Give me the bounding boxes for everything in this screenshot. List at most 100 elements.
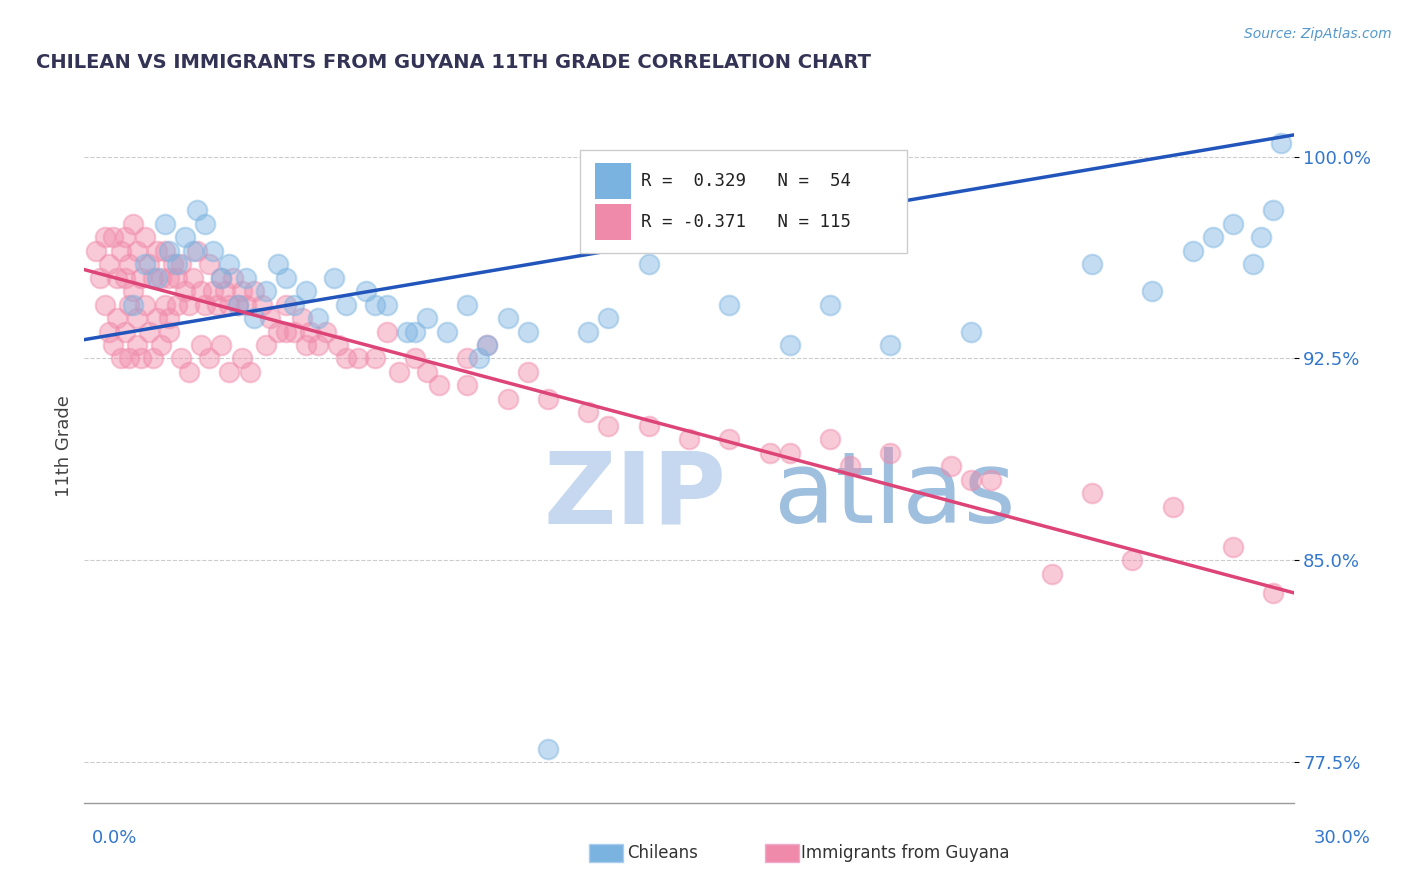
Point	[356, 284, 378, 298]
Point	[456, 351, 478, 366]
Point	[274, 270, 297, 285]
Point	[283, 298, 305, 312]
Point	[239, 365, 262, 379]
Point	[404, 325, 426, 339]
Point	[186, 203, 208, 218]
Point	[162, 257, 184, 271]
Point	[718, 432, 741, 446]
FancyBboxPatch shape	[581, 150, 907, 253]
Point	[274, 298, 297, 312]
Point	[179, 365, 201, 379]
Point	[598, 311, 620, 326]
Point	[153, 298, 176, 312]
Point	[121, 284, 143, 298]
Point	[198, 351, 221, 366]
Point	[335, 298, 357, 312]
Point	[146, 311, 169, 326]
Text: CHILEAN VS IMMIGRANTS FROM GUYANA 11TH GRADE CORRELATION CHART: CHILEAN VS IMMIGRANTS FROM GUYANA 11TH G…	[37, 54, 870, 72]
Point	[97, 257, 120, 271]
Point	[166, 270, 188, 285]
Point	[1202, 230, 1225, 244]
Point	[307, 311, 329, 326]
Point	[254, 338, 277, 352]
Point	[207, 298, 229, 312]
Point	[347, 351, 370, 366]
Point	[576, 325, 599, 339]
Point	[939, 459, 962, 474]
Point	[235, 270, 257, 285]
Point	[516, 365, 538, 379]
Point	[295, 284, 318, 298]
Point	[121, 298, 143, 312]
Point	[118, 298, 141, 312]
Point	[1222, 540, 1244, 554]
Point	[388, 365, 411, 379]
Point	[299, 325, 322, 339]
Point	[468, 351, 491, 366]
Point	[218, 365, 240, 379]
Point	[427, 378, 450, 392]
Point	[259, 311, 281, 326]
Point	[254, 284, 277, 298]
Point	[202, 284, 225, 298]
Point	[105, 270, 128, 285]
Point	[146, 244, 169, 258]
Point	[477, 338, 499, 352]
Point	[146, 270, 169, 285]
Point	[283, 325, 305, 339]
Point	[149, 338, 172, 352]
Point	[125, 338, 148, 352]
FancyBboxPatch shape	[595, 204, 631, 240]
Point	[101, 230, 124, 244]
Point	[153, 244, 176, 258]
Point	[250, 298, 273, 312]
Point	[335, 351, 357, 366]
Point	[477, 338, 499, 352]
Point	[105, 311, 128, 326]
Point	[114, 230, 136, 244]
Point	[1222, 217, 1244, 231]
Text: Chileans: Chileans	[627, 844, 697, 862]
Point	[93, 230, 115, 244]
Point	[218, 298, 240, 312]
Point	[879, 338, 901, 352]
Point	[516, 325, 538, 339]
Point	[114, 270, 136, 285]
Point	[125, 244, 148, 258]
Text: Source: ZipAtlas.com: Source: ZipAtlas.com	[1244, 27, 1392, 41]
Point	[779, 446, 801, 460]
Text: R =  0.329   N =  54: R = 0.329 N = 54	[641, 172, 851, 190]
Point	[496, 311, 519, 326]
Text: 0.0%: 0.0%	[91, 829, 136, 847]
FancyBboxPatch shape	[595, 163, 631, 199]
Point	[157, 325, 180, 339]
Point	[1250, 230, 1272, 244]
Point	[779, 338, 801, 352]
Point	[1161, 500, 1184, 514]
Point	[170, 351, 193, 366]
Point	[97, 325, 120, 339]
Text: Immigrants from Guyana: Immigrants from Guyana	[801, 844, 1010, 862]
Point	[166, 257, 188, 271]
Point	[174, 284, 197, 298]
Point	[1142, 284, 1164, 298]
Point	[121, 217, 143, 231]
Point	[142, 351, 165, 366]
Point	[202, 244, 225, 258]
Point	[242, 284, 264, 298]
Point	[637, 257, 659, 271]
Point	[190, 284, 212, 298]
Point	[637, 418, 659, 433]
Point	[138, 257, 160, 271]
Point	[181, 270, 204, 285]
Point	[375, 325, 398, 339]
Point	[1270, 136, 1292, 150]
Point	[363, 298, 385, 312]
Point	[416, 311, 439, 326]
Point	[1121, 553, 1143, 567]
Point	[576, 405, 599, 419]
Point	[231, 351, 253, 366]
Point	[218, 257, 240, 271]
Point	[818, 432, 841, 446]
Point	[416, 365, 439, 379]
